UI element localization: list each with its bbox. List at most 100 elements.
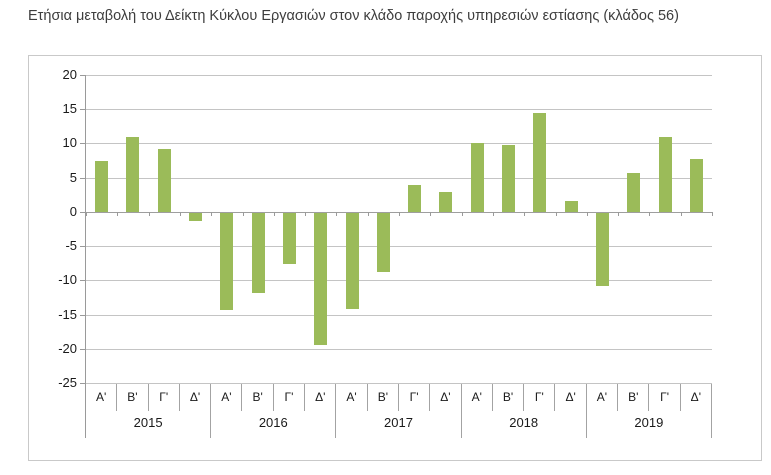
y-axis-tick [80,314,85,316]
bar-2017-Γ [408,184,422,212]
y-axis-tick [80,211,85,213]
bar-2018-Γ [533,113,547,212]
x-quarter-label: Β' [493,383,525,411]
x-axis-table: Α' Β' Γ' Δ' 2015 Α' Β' Γ' Δ' 2016 Α' Β' Γ' Δ' 2017 Α' Β'… [86,383,712,438]
y-axis-label: 5 [69,169,77,185]
y-axis-label: -5 [65,238,77,254]
category-axis-tick [242,211,244,216]
x-quarter-label: Γ' [524,383,556,411]
gridline [86,109,712,111]
x-quarter-label: Δ' [189,390,201,404]
plot-area [86,75,713,384]
y-axis-tick [80,177,85,179]
bar-2016-Α [220,211,234,310]
gridline [86,280,712,282]
x-quarter-label: Δ' [690,390,701,404]
bar-2016-Γ [282,211,296,264]
x-quarter-label: Δ' [565,390,576,404]
category-axis-tick [618,211,620,216]
y-axis-tick [80,75,85,76]
bar-2016-Β [251,211,265,294]
category-axis-tick [305,211,307,216]
bar-2019-Α [595,211,609,287]
y-axis-label: -20 [58,340,77,356]
y-axis-tick [80,109,85,111]
x-year-label: 2019 [634,415,664,430]
gridline [86,143,712,145]
gridline [86,314,712,316]
year-group-2019: Α' Β' Γ' Δ' 2019 [587,383,712,438]
gridline [86,75,712,76]
y-axis-line [85,75,86,438]
year-group-2015: Α' Β' Γ' Δ' 2015 [86,383,212,438]
x-quarter-label: Γ' [399,383,431,411]
category-axis-tick [336,211,338,216]
category-axis-tick [712,211,713,216]
bar-2018-Δ [564,200,578,212]
x-quarter-label: Δ' [440,390,451,404]
gridline [86,246,712,248]
category-axis-tick [211,211,213,216]
year-group-2017: Α' Β' Γ' Δ' 2017 [336,383,462,438]
bar-2015-Α [95,161,109,212]
y-axis-tick [80,280,85,282]
quarter-row: Α' Β' Γ' Δ' [336,383,460,411]
category-axis-tick [273,211,275,216]
x-quarter-label: Α' [86,383,118,411]
y-axis-label: 10 [62,135,77,151]
quarter-row: Α' Β' Γ' Δ' [86,383,210,411]
category-axis-tick [179,211,181,216]
x-quarter-label: Γ' [649,383,681,411]
category-axis-tick [117,211,119,216]
x-year-label: 2015 [133,415,163,430]
bar-2018-Β [502,145,516,212]
y-axis-tick [80,348,85,350]
x-quarter-label: Β' [368,383,399,411]
x-quarter-label: Β' [117,383,149,411]
x-quarter-label: Β' [242,383,274,411]
category-axis-tick [555,211,557,216]
x-year-label: 2018 [509,415,539,430]
bar-2017-Δ [439,192,453,212]
chart-frame: 20 15 10 5 0 -5 -10 -15 -20 -25 Α' Β' Γ' Δ' 2015 Α' Β' Γ… [28,55,762,461]
category-axis-tick [492,211,494,216]
y-axis-label: 15 [62,101,77,117]
bar-2016-Δ [314,211,328,346]
bar-2019-Δ [689,159,703,212]
bar-2019-Γ [658,137,672,212]
bar-2015-Δ [189,211,203,221]
quarter-row: Α' Β' Γ' Δ' [462,383,586,411]
bar-2019-Β [627,172,641,212]
category-axis-tick [367,211,369,216]
x-year-label: 2016 [258,415,288,430]
gridline [86,383,712,384]
y-axis-tick [80,143,85,145]
gridline [86,348,712,350]
category-axis-tick [430,211,432,216]
x-quarter-label: Α' [462,383,493,411]
year-group-2016: Α' Β' Γ' Δ' 2016 [211,383,337,438]
y-axis-label: -25 [58,375,77,390]
category-axis-tick [86,211,87,216]
x-quarter-label: Δ' [315,390,326,404]
y-axis-tick [80,383,85,384]
year-group-2018: Α' Β' Γ' Δ' 2018 [462,383,587,438]
x-quarter-label: Α' [211,383,243,411]
x-quarter-label: Β' [618,383,650,411]
category-axis-tick [680,211,682,216]
bar-2017-Α [345,211,359,310]
category-axis-tick [586,211,588,216]
gridline [86,177,712,179]
x-quarter-label: Γ' [149,383,180,411]
y-axis-label: 20 [62,67,77,82]
category-axis-tick [461,211,463,216]
category-axis-tick [524,211,526,216]
quarter-row: Α' Β' Γ' Δ' [587,383,711,411]
y-axis-label: 0 [69,203,77,219]
bar-2015-Β [126,137,140,212]
bar-2015-Γ [157,148,171,212]
bar-2018-Α [470,143,484,212]
y-axis-label: -15 [58,306,77,322]
x-year-label: 2017 [384,415,413,430]
category-axis-tick [649,211,651,216]
